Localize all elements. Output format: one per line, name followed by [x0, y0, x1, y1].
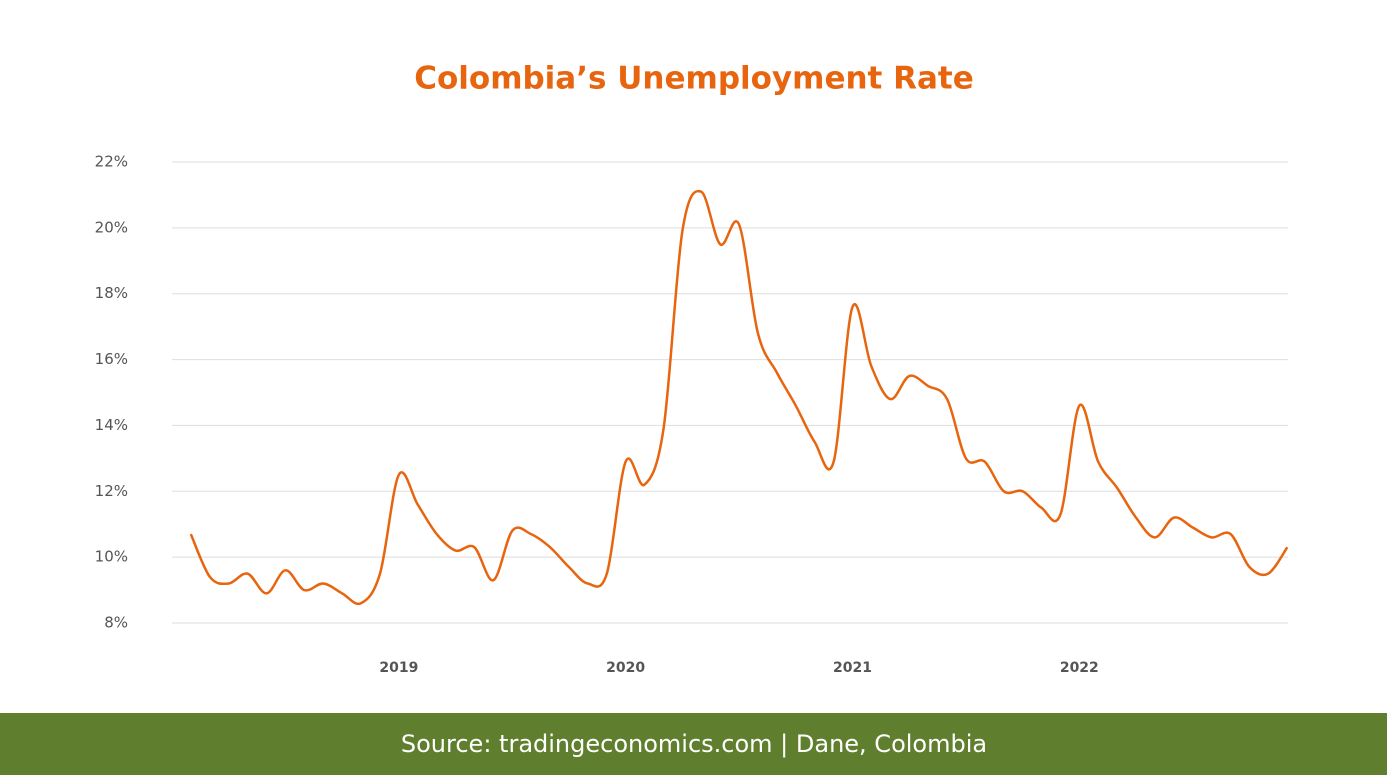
y-tick-label: 18% — [95, 284, 128, 302]
x-tick-label: 2022 — [1060, 660, 1099, 676]
source-note: Source: tradingeconomics.com | Dane, Col… — [401, 730, 987, 758]
y-tick-label: 20% — [95, 218, 128, 236]
y-tick-label: 22% — [95, 153, 128, 171]
x-tick-label: 2020 — [606, 660, 645, 676]
x-tick-label: 2021 — [833, 660, 872, 676]
y-tick-label: 10% — [95, 548, 128, 566]
y-tick-label: 14% — [95, 416, 128, 434]
footer-bar — [0, 713, 1387, 775]
x-tick-label: 2019 — [379, 660, 418, 676]
y-tick-label: 8% — [104, 614, 128, 632]
chart-title: Colombia’s Unemployment Rate — [414, 61, 974, 97]
y-tick-label: 16% — [95, 350, 128, 368]
data-line — [189, 189, 1289, 606]
y-tick-label: 12% — [95, 482, 128, 500]
